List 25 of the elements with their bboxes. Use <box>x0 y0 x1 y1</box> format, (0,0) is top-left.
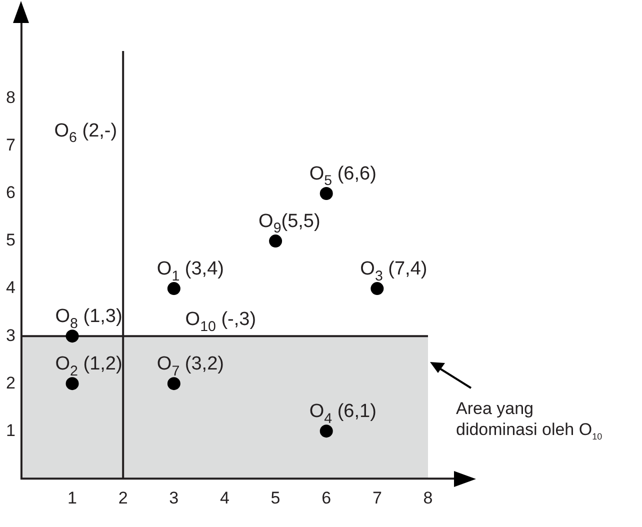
text: Area yang didominasi oleh O$_{10}$ <box>456 398 604 444</box>
point <box>66 330 79 343</box>
y-tick-label: 6 <box>6 183 16 202</box>
point <box>370 282 384 296</box>
y-tick-label: 1 <box>6 420 16 440</box>
point <box>167 377 180 390</box>
x-tick-label: 1 <box>68 488 78 508</box>
y-tick-label: 2 <box>6 373 16 392</box>
x-tick-label: 5 <box>270 488 280 508</box>
x-tick-label: 7 <box>372 488 382 508</box>
y-tick-label: 5 <box>6 230 16 250</box>
point <box>167 282 180 296</box>
x-tick-label: 6 <box>322 488 332 508</box>
point <box>320 424 333 438</box>
y-tick-label: 7 <box>6 136 16 155</box>
x-tick-label: 4 <box>220 488 230 508</box>
y-tick-label: 3 <box>6 326 16 345</box>
y-tick-label: 4 <box>6 278 16 298</box>
point <box>269 234 282 248</box>
x-tick-label: 2 <box>118 488 128 508</box>
y-tick-label: 8 <box>6 88 16 108</box>
point <box>66 377 79 390</box>
x-tick-label: 8 <box>423 488 433 508</box>
point <box>320 187 333 200</box>
x-tick-label: 3 <box>169 488 179 508</box>
